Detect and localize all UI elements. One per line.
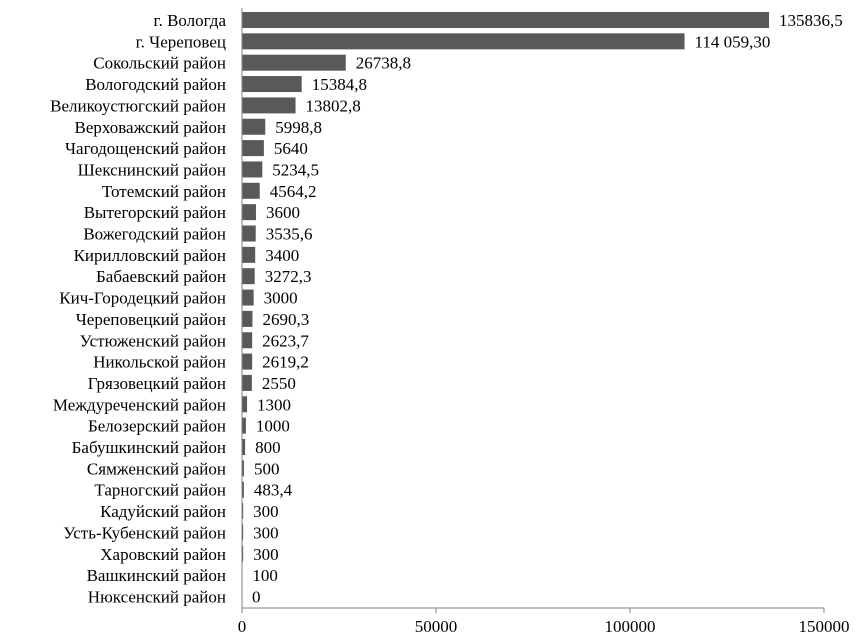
bar — [242, 246, 256, 263]
value-label: 2619,2 — [262, 353, 309, 372]
value-label: 2690,3 — [262, 310, 309, 329]
category-label: Шекснинский район — [78, 160, 226, 179]
category-labels-layer: г. Вологда г. Череповец Сокольский район Во… — [50, 11, 226, 606]
category-label: Белозерский район — [88, 417, 226, 436]
value-label: 300 — [253, 545, 279, 564]
bar — [242, 225, 256, 242]
bar — [242, 439, 246, 455]
bar — [242, 182, 260, 199]
value-label: 15384,8 — [312, 75, 367, 94]
value-label: 5998,8 — [275, 118, 322, 137]
x-tick-label: 0 — [238, 617, 247, 636]
value-label: 5640 — [274, 139, 308, 158]
x-tick-label: 100000 — [605, 617, 656, 636]
bar — [242, 481, 244, 498]
bar — [242, 545, 244, 562]
category-label: Харовский район — [100, 545, 226, 564]
bar — [242, 268, 255, 285]
bar — [242, 33, 685, 50]
bar — [242, 396, 248, 413]
value-label: 13802,8 — [306, 96, 361, 115]
x-tick-label: 50000 — [415, 617, 458, 636]
bar — [242, 97, 296, 114]
bar — [242, 417, 246, 434]
category-label: Бабушкинский район — [72, 438, 226, 457]
x-tick-label: 150000 — [799, 617, 850, 636]
bar — [242, 332, 253, 349]
category-label: Грязовецкий район — [88, 374, 226, 393]
value-label: 1000 — [256, 417, 290, 436]
bar — [242, 353, 253, 370]
category-label: Нюксенский район — [88, 587, 226, 606]
bar — [242, 54, 346, 71]
category-label: Череповецкий район — [76, 310, 226, 329]
bar — [242, 204, 256, 221]
value-label: 3000 — [264, 289, 298, 308]
category-label: Вашкинский район — [87, 566, 226, 585]
value-labels-layer: 135836,5 114 059,30 26738,8 15384,8 13802,8 5… — [252, 11, 843, 606]
bar — [242, 374, 252, 391]
value-label: 3600 — [266, 203, 300, 222]
category-label: Кич-Городецкий район — [59, 289, 226, 308]
value-label: 0 — [252, 587, 261, 606]
category-label: Бабаевский район — [96, 267, 226, 286]
value-label: 483,4 — [254, 481, 293, 500]
bar — [242, 140, 264, 157]
bar — [242, 118, 266, 135]
category-label: г. Череповец — [136, 32, 226, 51]
value-label: 4564,2 — [270, 182, 317, 201]
value-label: 2623,7 — [262, 331, 309, 350]
value-label: 300 — [253, 523, 279, 542]
bar — [242, 76, 302, 93]
category-label: Тотемский район — [102, 182, 226, 201]
value-label: 2550 — [262, 374, 296, 393]
category-label: Кирилловский район — [74, 246, 226, 265]
value-label: 114 059,30 — [695, 32, 771, 51]
category-label: Никольской район — [93, 353, 226, 372]
value-label: 500 — [254, 459, 280, 478]
category-label: Тарногский район — [94, 481, 226, 500]
category-label: Усть-Кубенский район — [63, 523, 226, 542]
category-label: Вытегорский район — [84, 203, 226, 222]
category-label: Верховажский район — [74, 118, 226, 137]
bar — [242, 460, 244, 477]
bar — [242, 524, 244, 541]
category-label: Чагодощенский район — [65, 139, 226, 158]
category-label: Сокольский район — [93, 54, 226, 73]
value-label: 100 — [252, 566, 278, 585]
bar — [242, 289, 254, 306]
value-label: 3400 — [265, 246, 299, 265]
bar — [242, 503, 244, 520]
value-label: 5234,5 — [272, 160, 319, 179]
bar — [242, 161, 263, 178]
value-label: 1300 — [257, 395, 291, 414]
category-label: Вожегодский район — [83, 225, 226, 244]
category-label: Вологодский район — [85, 75, 226, 94]
value-label: 135836,5 — [779, 11, 843, 30]
category-label: Кадуйский район — [100, 502, 226, 521]
category-label: Великоустюгский район — [50, 96, 226, 115]
category-label: Междуреченский район — [53, 395, 226, 414]
value-label: 300 — [253, 502, 279, 521]
x-axis: 0 50000 100000 150000 — [238, 8, 850, 636]
category-label: г. Вологда — [154, 11, 227, 30]
category-label: Устюженский район — [80, 331, 226, 350]
value-label: 800 — [255, 438, 281, 457]
bar — [242, 12, 770, 28]
bar — [242, 310, 253, 327]
bars-layer — [242, 12, 770, 584]
category-label: Сямженский район — [87, 459, 226, 478]
value-label: 3535,6 — [266, 225, 313, 244]
value-label: 3272,3 — [265, 267, 312, 286]
value-label: 26738,8 — [356, 54, 411, 73]
